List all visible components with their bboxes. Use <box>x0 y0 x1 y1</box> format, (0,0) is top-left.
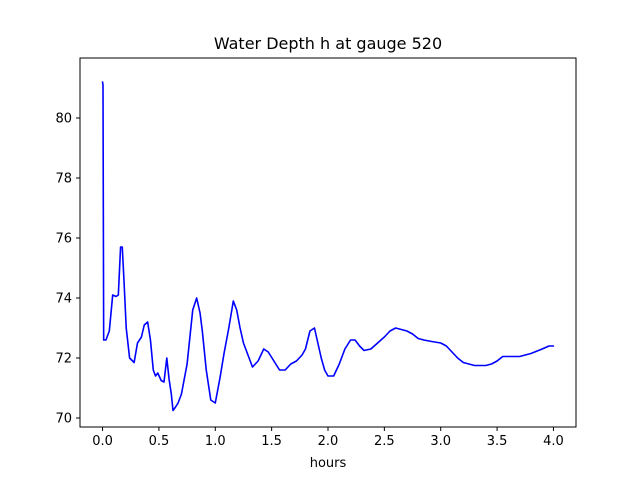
x-tick-label: 2.5 <box>374 434 395 449</box>
chart-title: Water Depth h at gauge 520 <box>214 34 442 53</box>
plot-area <box>101 81 555 412</box>
y-tick-label: 78 <box>55 172 72 187</box>
x-axis-label: hours <box>310 456 347 471</box>
x-tick-label: 2.0 <box>318 434 339 449</box>
x-tick-label: 1.0 <box>205 434 226 449</box>
y-tick-label: 76 <box>55 232 72 247</box>
y-tick-label: 80 <box>55 112 72 127</box>
x-tick-label: 0.0 <box>92 434 113 449</box>
x-tick-label: 3.0 <box>430 434 451 449</box>
x-tick-label: 0.5 <box>149 434 170 449</box>
x-axis: 0.0 0.5 1.0 1.5 2.0 2.5 3.0 3.5 4.0 <box>92 427 564 449</box>
y-tick-label: 72 <box>55 352 72 367</box>
y-tick-label: 74 <box>55 292 72 307</box>
y-axis: 70 72 74 76 78 80 <box>55 112 80 427</box>
series-line-0 <box>101 81 555 412</box>
x-tick-label: 1.5 <box>261 434 282 449</box>
y-tick-label: 70 <box>55 412 72 427</box>
x-tick-label: 3.5 <box>487 434 508 449</box>
x-tick-label: 4.0 <box>543 434 564 449</box>
